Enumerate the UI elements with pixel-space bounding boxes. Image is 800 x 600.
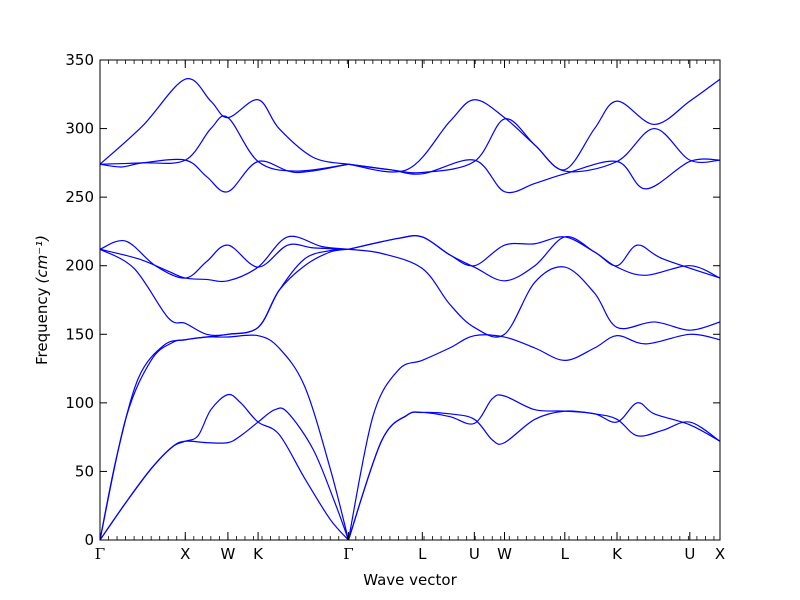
dispersion-branch-3 <box>100 248 349 540</box>
dispersion-branch-6 <box>100 239 349 279</box>
y-tick-label: 50 <box>75 462 94 480</box>
dispersion-branch-4 <box>100 334 350 540</box>
y-axis-ticks: 0 50 100 150 200 250 300 350 <box>65 51 720 549</box>
dispersion-branch-12 <box>347 410 720 540</box>
dispersion-branch-19 <box>348 78 720 173</box>
dispersion-curves <box>100 78 720 540</box>
plot-frame <box>99 59 721 541</box>
dispersion-branch-1 <box>100 393 349 540</box>
dispersion-branch-7 <box>100 235 349 283</box>
dispersion-branch-14 <box>348 248 720 338</box>
y-tick-label: 350 <box>65 51 94 69</box>
dispersion-branch-5 <box>100 248 349 336</box>
x-tick-label-1: Γ <box>95 545 105 563</box>
dispersion-branch-16 <box>348 234 720 279</box>
x-tick-label-10: K <box>612 545 623 563</box>
x-tick-label-11: U <box>684 545 695 563</box>
x-tick-label-8: W <box>497 545 512 563</box>
y-axis-label: Frequency (cm⁻¹) <box>33 235 51 365</box>
y-tick-label: 300 <box>65 120 94 138</box>
y-axis-label-unit: (cm⁻¹) <box>33 235 51 284</box>
x-tick-label-7: U <box>469 545 480 563</box>
x-tick-label-4: K <box>253 545 264 563</box>
x-tick-label-12: X <box>715 545 725 563</box>
y-tick-label: 150 <box>65 325 94 343</box>
y-tick-label: 200 <box>65 257 94 275</box>
y-tick-label: 250 <box>65 188 94 206</box>
dispersion-branch-15 <box>348 234 720 282</box>
x-tick-label-6: L <box>418 545 427 563</box>
x-tick-label-5: Γ <box>343 545 353 563</box>
dispersion-branch-18 <box>348 118 720 174</box>
x-tick-label-2: X <box>180 545 190 563</box>
dispersion-branch-8 <box>100 158 349 193</box>
dispersion-branch-2 <box>100 407 350 540</box>
x-tick-label-9: L <box>561 545 570 563</box>
y-axis-label-text: Frequency <box>33 287 51 365</box>
dispersion-branch-10 <box>100 78 349 165</box>
dispersion-branch-13 <box>347 333 720 540</box>
y-tick-label: 0 <box>84 531 94 549</box>
dispersion-branch-17 <box>348 158 720 194</box>
y-tick-label: 100 <box>65 394 94 412</box>
x-axis-label: Wave vector <box>363 571 457 589</box>
dispersion-branch-9 <box>100 115 349 172</box>
x-tick-label-3: W <box>220 545 235 563</box>
